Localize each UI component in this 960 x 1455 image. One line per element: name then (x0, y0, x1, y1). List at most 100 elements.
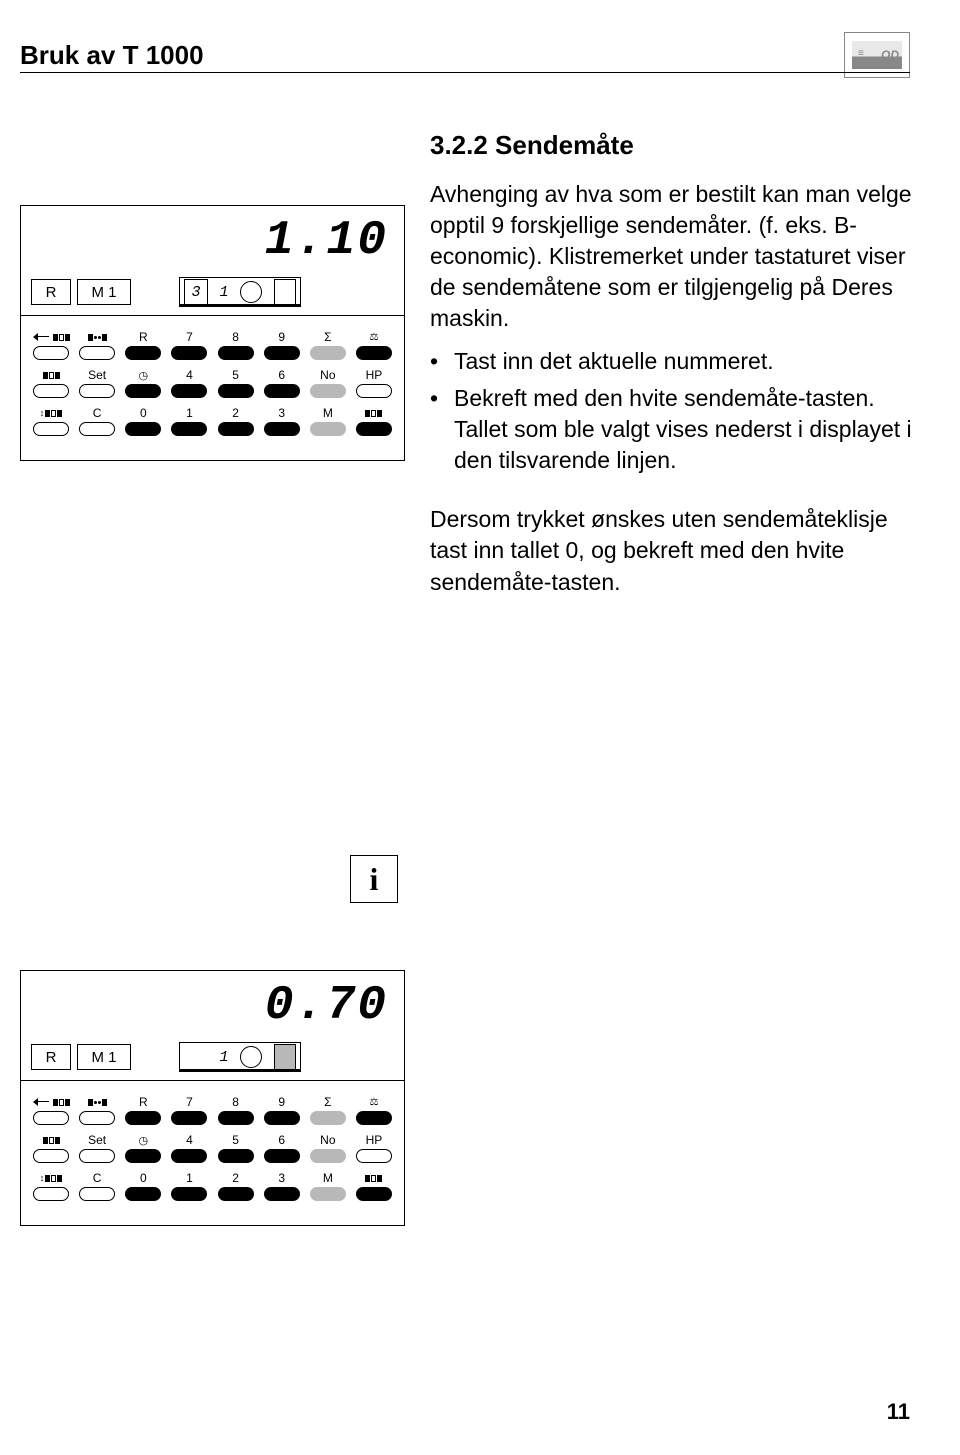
keypad-key (31, 330, 71, 360)
scale-icon: ⚖ (370, 330, 379, 344)
keypad-key: R (123, 1095, 163, 1125)
rectc-icon (43, 368, 60, 382)
keypad-key: HP (354, 1133, 394, 1163)
rectd-icon: ↕ (40, 1171, 63, 1185)
key-label: Set (88, 1133, 106, 1147)
keypad-key: 7 (169, 330, 209, 360)
scale-icon: ⚖ (370, 1095, 379, 1109)
lcd-m-indicator: M 1 (77, 279, 131, 305)
key-button (264, 384, 300, 398)
key-button (218, 384, 254, 398)
lcd-digit-right: 1 (212, 1044, 236, 1070)
keypad-key (77, 330, 117, 360)
key-label: No (320, 368, 335, 382)
key-button (33, 1149, 69, 1163)
keypad-key: ⚖ (354, 330, 394, 360)
keypad-key: 9 (262, 1095, 302, 1125)
rectd-icon: ↕ (40, 406, 63, 420)
key-label: Σ (324, 330, 331, 344)
key-button (310, 1187, 346, 1201)
key-label: 6 (278, 1133, 285, 1147)
clock-icon: ◷ (138, 1133, 148, 1147)
info-icon: i (350, 855, 398, 903)
keypad-key: 4 (169, 1133, 209, 1163)
key-button (218, 1111, 254, 1125)
key-button (125, 1187, 161, 1201)
keypad-key: ◷ (123, 1133, 163, 1163)
key-button (33, 422, 69, 436)
key-button (356, 384, 392, 398)
keypad-key: HP (354, 368, 394, 398)
key-label: 4 (186, 368, 193, 382)
key-label: 3 (278, 406, 285, 420)
key-label: C (93, 1171, 102, 1185)
key-button (125, 1111, 161, 1125)
key-label: 1 (186, 1171, 193, 1185)
key-label: 4 (186, 1133, 193, 1147)
key-button (310, 384, 346, 398)
key-button (218, 1187, 254, 1201)
arrow-recta-icon (33, 330, 70, 344)
lcd-display: 0.70 R M 1 1 (21, 971, 404, 1081)
keypad-key (354, 1171, 394, 1201)
recte-icon (365, 406, 382, 420)
key-label: 1 (186, 406, 193, 420)
key-button (79, 1111, 115, 1125)
key-label: 2 (232, 406, 239, 420)
bullet-list: •Tast inn det aktuelle nummeret. •Bekref… (430, 346, 920, 476)
keypad-key (31, 368, 71, 398)
keypad-key: 3 (262, 406, 302, 436)
key-button (33, 1111, 69, 1125)
keypad-key: ↕ (31, 406, 71, 436)
page-number: 11 (887, 1399, 910, 1425)
list-item-text: Bekreft med den hvite sendemåte-tasten. … (454, 383, 920, 476)
list-item-text: Tast inn det aktuelle nummeret. (454, 346, 774, 377)
key-label: 9 (278, 330, 285, 344)
keypad-key: Σ (308, 330, 348, 360)
keypad-key: 0 (123, 406, 163, 436)
key-button (79, 1149, 115, 1163)
keypad-key (354, 406, 394, 436)
keypad-key: 2 (216, 406, 256, 436)
header-rule (20, 72, 910, 73)
key-button (356, 422, 392, 436)
lcd-mode-group: 1 (179, 1042, 301, 1072)
lcd-square-icon (274, 279, 296, 305)
device-illustration-bottom: 0.70 R M 1 1 R789Σ⚖Set◷456NoHP↕C0123M (20, 970, 405, 1226)
keypad-key: 1 (169, 1171, 209, 1201)
keypad-key: M (308, 1171, 348, 1201)
keypad-key: 0 (123, 1171, 163, 1201)
key-label: 5 (232, 368, 239, 382)
key-button (125, 384, 161, 398)
keypad-key: No (308, 368, 348, 398)
key-label: 2 (232, 1171, 239, 1185)
keypad-key: 5 (216, 368, 256, 398)
key-label: M (323, 406, 333, 420)
key-label: No (320, 1133, 335, 1147)
rectc-icon (43, 1133, 60, 1147)
key-button (356, 1111, 392, 1125)
key-button (171, 1111, 207, 1125)
keypad-key: C (77, 406, 117, 436)
clock-icon: ◷ (138, 368, 148, 382)
key-label: 8 (232, 1095, 239, 1109)
key-button (310, 422, 346, 436)
key-label: HP (366, 1133, 383, 1147)
page-title: Bruk av T 1000 (20, 40, 204, 71)
lcd-circle-icon (240, 281, 262, 303)
intro-paragraph: Avhenging av hva som er bestilt kan man … (430, 179, 920, 334)
key-button (218, 346, 254, 360)
key-button (264, 1149, 300, 1163)
keypad-key: 5 (216, 1133, 256, 1163)
key-label: 9 (278, 1095, 285, 1109)
lcd-main-value: 0.70 (265, 979, 388, 1033)
key-button (33, 1187, 69, 1201)
keypad-key: 8 (216, 330, 256, 360)
lcd-digit-left (184, 1044, 208, 1070)
key-button (171, 346, 207, 360)
key-label: 8 (232, 330, 239, 344)
key-button (125, 422, 161, 436)
key-button (79, 384, 115, 398)
key-label: Σ (324, 1095, 331, 1109)
key-button (310, 346, 346, 360)
